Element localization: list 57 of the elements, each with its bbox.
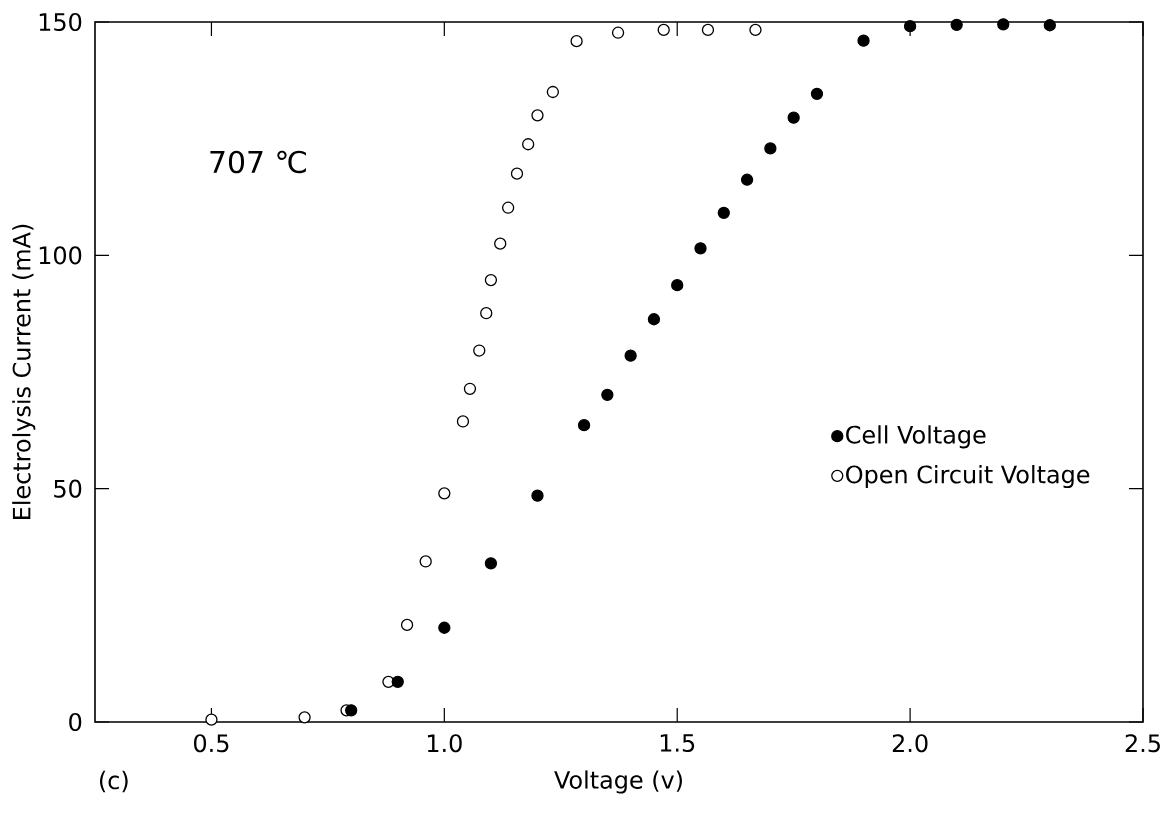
point [1043, 19, 1056, 32]
point [494, 237, 507, 250]
point [997, 18, 1010, 31]
point [624, 349, 637, 362]
point [531, 489, 544, 502]
x-tick-label: 0.5 [194, 734, 229, 753]
point [480, 307, 493, 320]
point [657, 23, 670, 37]
point [438, 621, 451, 634]
point [740, 173, 754, 186]
point [787, 111, 800, 124]
point [749, 23, 762, 37]
x-tick-label: 2.5 [1125, 734, 1160, 753]
point [717, 206, 730, 220]
point [391, 675, 404, 689]
x-axis-title: Voltage (v) [554, 770, 682, 794]
point [546, 85, 560, 99]
legend-label: Open Circuit Voltage [846, 465, 1090, 489]
point [484, 273, 498, 287]
point [522, 138, 535, 151]
point [531, 109, 544, 122]
point [205, 713, 218, 726]
x-tick-label: 2.0 [892, 734, 928, 753]
point [857, 34, 870, 47]
point [903, 20, 917, 33]
point [463, 382, 477, 395]
y-tick-label: 100 [39, 246, 82, 265]
point [438, 487, 451, 500]
point [510, 167, 524, 180]
annotation: 707 ℃ [210, 150, 306, 174]
point [419, 555, 432, 568]
y-axis-title: Electrolysis Current (mA) [12, 224, 36, 519]
point [484, 557, 498, 570]
y-tick-label: 50 [54, 479, 82, 498]
point [473, 344, 486, 357]
point [400, 618, 414, 632]
point [601, 388, 614, 402]
point [570, 34, 583, 48]
point [577, 419, 591, 432]
x-tick-label: 1.0 [427, 734, 462, 753]
y-tick-label: 0 [69, 712, 82, 732]
point [701, 23, 715, 37]
y-tick-label: 150 [39, 12, 82, 32]
x-tick-label: 1.5 [660, 734, 695, 752]
point [694, 242, 707, 255]
point [764, 142, 777, 155]
point [501, 201, 515, 214]
text: (c) [99, 770, 128, 793]
point [345, 704, 358, 717]
point [671, 279, 684, 292]
legend-label: Cell Voltage [846, 425, 986, 449]
point [298, 711, 311, 724]
point [810, 87, 824, 101]
point [950, 18, 963, 31]
point [647, 313, 661, 326]
point [456, 415, 470, 428]
point [611, 26, 625, 39]
